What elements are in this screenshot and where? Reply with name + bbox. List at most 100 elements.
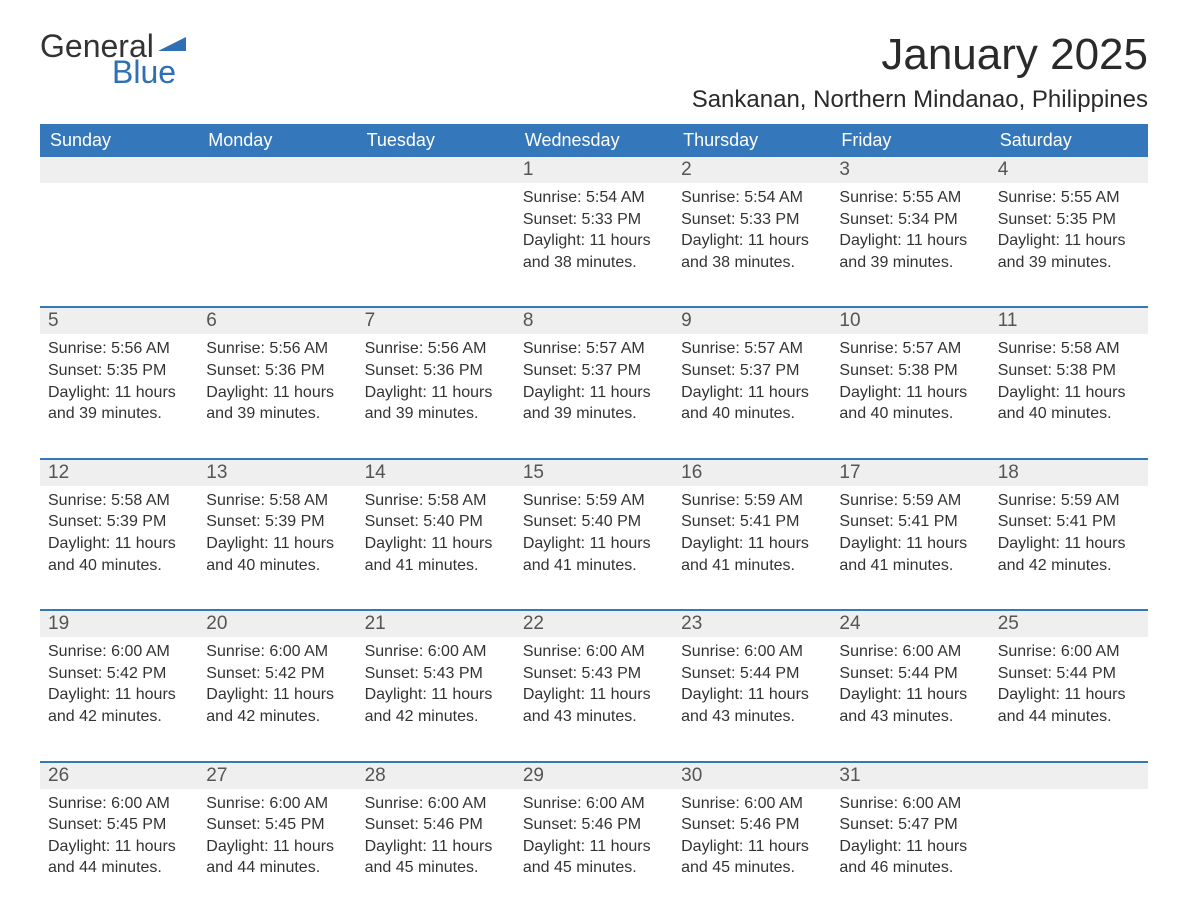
day-header: Monday	[198, 124, 356, 157]
sunrise-text: Sunrise: 6:00 AM	[681, 793, 823, 815]
sunset-text: Sunset: 5:35 PM	[48, 360, 190, 382]
daylight-text: Daylight: 11 hours and 41 minutes.	[523, 533, 665, 576]
sunrise-text: Sunrise: 5:56 AM	[365, 338, 507, 360]
day-cell: Sunrise: 6:00 AMSunset: 5:44 PMDaylight:…	[831, 637, 989, 749]
day-detail-row: Sunrise: 5:54 AMSunset: 5:33 PMDaylight:…	[40, 183, 1148, 295]
daylight-text: Daylight: 11 hours and 44 minutes.	[48, 836, 190, 879]
day-number: 1	[515, 157, 673, 183]
sunset-text: Sunset: 5:33 PM	[523, 209, 665, 231]
sunrise-text: Sunrise: 6:00 AM	[523, 793, 665, 815]
daylight-text: Daylight: 11 hours and 39 minutes.	[523, 382, 665, 425]
day-number-row: 1234	[40, 157, 1148, 183]
week-separator	[40, 295, 1148, 307]
daylight-text: Daylight: 11 hours and 39 minutes.	[48, 382, 190, 425]
day-header: Wednesday	[515, 124, 673, 157]
daylight-text: Daylight: 11 hours and 41 minutes.	[681, 533, 823, 576]
sunrise-text: Sunrise: 5:59 AM	[523, 490, 665, 512]
daylight-text: Daylight: 11 hours and 38 minutes.	[523, 230, 665, 273]
daylight-text: Daylight: 11 hours and 42 minutes.	[48, 684, 190, 727]
day-header: Thursday	[673, 124, 831, 157]
sunset-text: Sunset: 5:45 PM	[206, 814, 348, 836]
sunrise-text: Sunrise: 6:00 AM	[206, 641, 348, 663]
sunset-text: Sunset: 5:46 PM	[365, 814, 507, 836]
daylight-text: Daylight: 11 hours and 44 minutes.	[998, 684, 1140, 727]
sunrise-text: Sunrise: 6:00 AM	[48, 641, 190, 663]
day-number: 24	[831, 610, 989, 637]
day-cell: Sunrise: 5:54 AMSunset: 5:33 PMDaylight:…	[515, 183, 673, 295]
day-number: 23	[673, 610, 831, 637]
sunrise-text: Sunrise: 5:58 AM	[998, 338, 1140, 360]
sunset-text: Sunset: 5:44 PM	[681, 663, 823, 685]
daylight-text: Daylight: 11 hours and 39 minutes.	[998, 230, 1140, 273]
sunset-text: Sunset: 5:36 PM	[206, 360, 348, 382]
day-detail-row: Sunrise: 6:00 AMSunset: 5:42 PMDaylight:…	[40, 637, 1148, 749]
sunrise-text: Sunrise: 5:59 AM	[839, 490, 981, 512]
day-cell: Sunrise: 6:00 AMSunset: 5:46 PMDaylight:…	[357, 789, 515, 883]
day-cell: Sunrise: 6:00 AMSunset: 5:45 PMDaylight:…	[40, 789, 198, 883]
daylight-text: Daylight: 11 hours and 42 minutes.	[365, 684, 507, 727]
sunrise-text: Sunrise: 5:54 AM	[523, 187, 665, 209]
day-number: 28	[357, 762, 515, 789]
day-cell: Sunrise: 6:00 AMSunset: 5:44 PMDaylight:…	[673, 637, 831, 749]
day-number: 19	[40, 610, 198, 637]
sunset-text: Sunset: 5:34 PM	[839, 209, 981, 231]
sunset-text: Sunset: 5:37 PM	[523, 360, 665, 382]
sunset-text: Sunset: 5:44 PM	[839, 663, 981, 685]
day-number: 13	[198, 459, 356, 486]
sunrise-text: Sunrise: 6:00 AM	[365, 641, 507, 663]
sunrise-text: Sunrise: 5:59 AM	[998, 490, 1140, 512]
day-number-row: 262728293031	[40, 762, 1148, 789]
day-cell: Sunrise: 5:59 AMSunset: 5:40 PMDaylight:…	[515, 486, 673, 598]
day-number: 10	[831, 307, 989, 334]
day-cell	[198, 183, 356, 295]
day-number: 22	[515, 610, 673, 637]
week-separator	[40, 447, 1148, 459]
sunset-text: Sunset: 5:45 PM	[48, 814, 190, 836]
sunset-text: Sunset: 5:47 PM	[839, 814, 981, 836]
daylight-text: Daylight: 11 hours and 40 minutes.	[839, 382, 981, 425]
day-number: 9	[673, 307, 831, 334]
sunrise-text: Sunrise: 6:00 AM	[839, 793, 981, 815]
day-cell: Sunrise: 6:00 AMSunset: 5:43 PMDaylight:…	[515, 637, 673, 749]
calendar-header-row: Sunday Monday Tuesday Wednesday Thursday…	[40, 124, 1148, 157]
day-number: 4	[990, 157, 1148, 183]
day-cell: Sunrise: 5:56 AMSunset: 5:36 PMDaylight:…	[198, 334, 356, 446]
sunset-text: Sunset: 5:37 PM	[681, 360, 823, 382]
day-number: 31	[831, 762, 989, 789]
sunrise-text: Sunrise: 5:57 AM	[523, 338, 665, 360]
sunset-text: Sunset: 5:41 PM	[681, 511, 823, 533]
sunrise-text: Sunrise: 5:57 AM	[839, 338, 981, 360]
day-cell: Sunrise: 5:59 AMSunset: 5:41 PMDaylight:…	[831, 486, 989, 598]
daylight-text: Daylight: 11 hours and 42 minutes.	[998, 533, 1140, 576]
sunrise-text: Sunrise: 6:00 AM	[206, 793, 348, 815]
sunrise-text: Sunrise: 5:58 AM	[365, 490, 507, 512]
day-number	[357, 157, 515, 183]
day-number: 18	[990, 459, 1148, 486]
day-number-row: 12131415161718	[40, 459, 1148, 486]
day-cell: Sunrise: 6:00 AMSunset: 5:42 PMDaylight:…	[198, 637, 356, 749]
day-detail-row: Sunrise: 6:00 AMSunset: 5:45 PMDaylight:…	[40, 789, 1148, 883]
sunset-text: Sunset: 5:41 PM	[839, 511, 981, 533]
daylight-text: Daylight: 11 hours and 44 minutes.	[206, 836, 348, 879]
day-number: 26	[40, 762, 198, 789]
daylight-text: Daylight: 11 hours and 39 minutes.	[365, 382, 507, 425]
day-cell: Sunrise: 6:00 AMSunset: 5:45 PMDaylight:…	[198, 789, 356, 883]
daylight-text: Daylight: 11 hours and 41 minutes.	[839, 533, 981, 576]
day-cell: Sunrise: 5:58 AMSunset: 5:40 PMDaylight:…	[357, 486, 515, 598]
sunset-text: Sunset: 5:46 PM	[681, 814, 823, 836]
day-cell: Sunrise: 6:00 AMSunset: 5:42 PMDaylight:…	[40, 637, 198, 749]
day-cell	[40, 183, 198, 295]
sunrise-text: Sunrise: 5:56 AM	[206, 338, 348, 360]
sunset-text: Sunset: 5:42 PM	[48, 663, 190, 685]
day-cell: Sunrise: 5:57 AMSunset: 5:37 PMDaylight:…	[673, 334, 831, 446]
day-number: 8	[515, 307, 673, 334]
sunset-text: Sunset: 5:39 PM	[206, 511, 348, 533]
day-number: 20	[198, 610, 356, 637]
sunset-text: Sunset: 5:35 PM	[998, 209, 1140, 231]
daylight-text: Daylight: 11 hours and 43 minutes.	[681, 684, 823, 727]
logo-text-blue: Blue	[112, 56, 176, 88]
sunset-text: Sunset: 5:43 PM	[365, 663, 507, 685]
day-number: 12	[40, 459, 198, 486]
day-cell: Sunrise: 5:58 AMSunset: 5:39 PMDaylight:…	[198, 486, 356, 598]
daylight-text: Daylight: 11 hours and 39 minutes.	[839, 230, 981, 273]
